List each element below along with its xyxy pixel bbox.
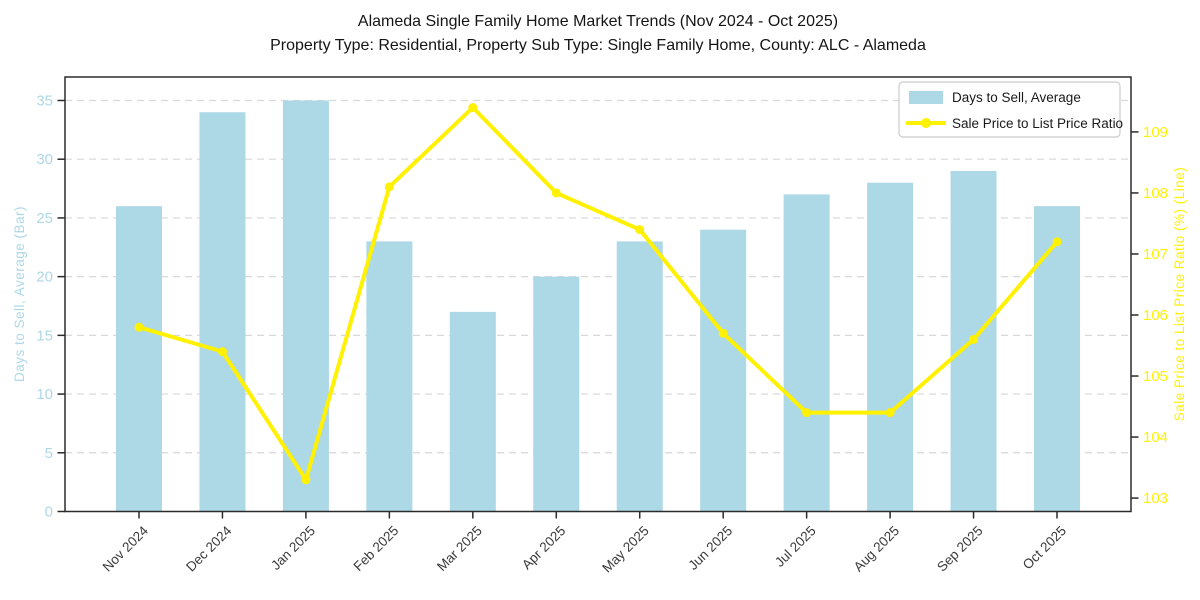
ratio-point-Nov 2024: [134, 322, 144, 332]
bar-Dec 2024: [199, 112, 246, 512]
bar-Apr 2025: [533, 276, 580, 512]
ratio-point-Apr 2025: [551, 188, 561, 198]
left-tick-label-15: 15: [36, 327, 53, 344]
x-tick-label-Sep 2025: Sep 2025: [934, 523, 985, 574]
legend-label-bar: Days to Sell, Average: [952, 90, 1081, 105]
bar-Jun 2025: [700, 229, 747, 512]
bar-May 2025: [616, 241, 663, 512]
right-axis-title: Sale Price to List Price Ratio (%) (Line…: [1172, 167, 1187, 422]
left-tick-label-0: 0: [45, 504, 53, 521]
left-tick-label-30: 30: [36, 151, 53, 168]
legend-label-line: Sale Price to List Price Ratio: [952, 116, 1123, 131]
x-tick-label-Jun 2025: Jun 2025: [685, 523, 735, 573]
ratio-point-Sep 2025: [969, 334, 979, 344]
bar-Nov 2024: [116, 206, 162, 512]
right-tick-label-109: 109: [1143, 124, 1168, 141]
ratio-point-Aug 2025: [885, 408, 895, 418]
x-tick-label-Apr 2025: Apr 2025: [519, 523, 568, 572]
legend-box: [898, 81, 1121, 138]
x-tick-label-Dec 2024: Dec 2024: [183, 523, 235, 575]
right-tick-label-103: 103: [1143, 490, 1168, 507]
right-tick-label-105: 105: [1143, 368, 1168, 385]
legend: Days to Sell, Average Sale Price to List…: [898, 81, 1123, 138]
ratio-point-Jan 2025: [301, 475, 311, 485]
ratio-point-May 2025: [635, 225, 645, 235]
right-tick-label-107: 107: [1143, 246, 1168, 263]
left-tick-label-25: 25: [36, 210, 53, 227]
bar-Jan 2025: [282, 100, 329, 512]
left-tick-label-10: 10: [36, 386, 53, 403]
ratio-point-Dec 2024: [217, 347, 227, 357]
left-tick-label-20: 20: [36, 269, 53, 286]
bar-Mar 2025: [449, 311, 496, 512]
ratio-point-Jul 2025: [802, 408, 812, 418]
legend-line-marker-icon: [921, 118, 931, 128]
x-tick-label-Feb 2025: Feb 2025: [351, 523, 402, 574]
ratio-point-Mar 2025: [468, 103, 478, 113]
line-series-sale-to-list-ratio: [134, 103, 1062, 485]
bar-Oct 2025: [1034, 206, 1080, 512]
right-tick-label-106: 106: [1143, 307, 1168, 324]
plot-border: [64, 76, 1132, 513]
chart-subtitle: Property Type: Residential, Property Sub…: [270, 37, 926, 54]
ratio-point-Jun 2025: [718, 328, 728, 338]
bar-Feb 2025: [366, 241, 413, 512]
legend-bar-swatch: [909, 91, 943, 104]
right-tick-label-108: 108: [1143, 185, 1168, 202]
bar-Aug 2025: [867, 182, 914, 512]
left-tick-label-5: 5: [45, 445, 53, 462]
x-tick-label-Jul 2025: Jul 2025: [772, 523, 819, 570]
bar-series-days-to-sell: [116, 100, 1080, 512]
x-tick-label-Nov 2024: Nov 2024: [100, 523, 152, 575]
right-tick-label-104: 104: [1143, 429, 1168, 446]
ratio-point-Feb 2025: [384, 182, 394, 192]
x-tick-label-Jan 2025: Jan 2025: [268, 523, 318, 573]
x-tick-label-Mar 2025: Mar 2025: [434, 523, 485, 574]
x-tick-label-Oct 2025: Oct 2025: [1020, 523, 1069, 572]
left-tick-label-35: 35: [36, 92, 53, 109]
x-tick-label-May 2025: May 2025: [599, 523, 652, 576]
ratio-line: [137, 105, 1059, 482]
x-tick-label-Aug 2025: Aug 2025: [851, 523, 902, 574]
bar-Jul 2025: [783, 194, 830, 512]
left-axis-title: Days to Sell, Average (Bar): [12, 206, 27, 382]
ratio-point-Oct 2025: [1052, 237, 1062, 247]
chart-title: Alameda Single Family Home Market Trends…: [358, 13, 838, 30]
